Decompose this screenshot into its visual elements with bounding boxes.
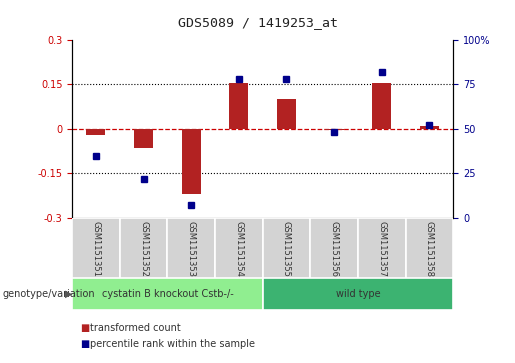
Bar <box>87 129 106 135</box>
Text: GSM1151353: GSM1151353 <box>187 221 196 277</box>
Bar <box>72 218 119 278</box>
Text: GSM1151357: GSM1151357 <box>377 221 386 277</box>
Bar <box>324 129 344 130</box>
Bar <box>134 129 153 148</box>
Text: cystatin B knockout Cstb-/-: cystatin B knockout Cstb-/- <box>101 289 233 299</box>
Text: GSM1151351: GSM1151351 <box>92 221 100 277</box>
Bar <box>420 126 439 129</box>
Text: transformed count: transformed count <box>90 323 181 333</box>
Text: GDS5089 / 1419253_at: GDS5089 / 1419253_at <box>178 16 337 29</box>
Bar <box>229 83 248 129</box>
Bar <box>215 218 263 278</box>
Bar <box>182 129 201 194</box>
Text: ■: ■ <box>80 339 89 349</box>
Bar <box>167 218 215 278</box>
Text: GSM1151358: GSM1151358 <box>425 221 434 277</box>
Bar <box>263 278 453 310</box>
Text: GSM1151352: GSM1151352 <box>139 221 148 277</box>
Text: GSM1151354: GSM1151354 <box>234 221 243 277</box>
Bar <box>72 278 263 310</box>
Bar <box>310 218 358 278</box>
Bar <box>405 218 453 278</box>
Text: GSM1151356: GSM1151356 <box>330 221 338 277</box>
Text: percentile rank within the sample: percentile rank within the sample <box>90 339 255 349</box>
Bar <box>119 218 167 278</box>
Bar <box>263 218 310 278</box>
Text: ■: ■ <box>80 323 89 333</box>
Bar <box>372 83 391 129</box>
Text: ▶: ▶ <box>65 289 73 299</box>
Bar <box>277 99 296 129</box>
Text: GSM1151355: GSM1151355 <box>282 221 291 277</box>
Text: genotype/variation: genotype/variation <box>3 289 95 299</box>
Bar <box>358 218 405 278</box>
Text: wild type: wild type <box>336 289 380 299</box>
